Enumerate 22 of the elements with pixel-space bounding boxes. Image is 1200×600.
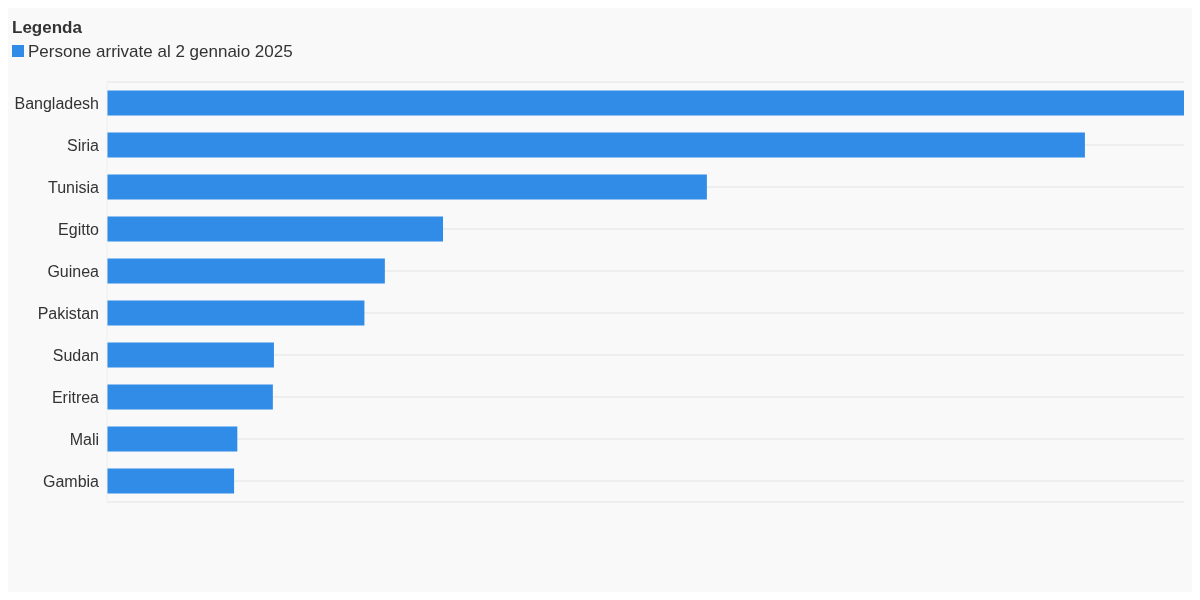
bar: [107, 426, 238, 452]
bar: [107, 342, 274, 368]
bar: [107, 300, 365, 326]
bar: [107, 90, 1184, 116]
y-tick-label: Eritrea: [51, 388, 100, 406]
y-tick-label: Tunisia: [48, 178, 100, 196]
y-tick-label: Gambia: [42, 472, 100, 490]
bar: [107, 258, 385, 284]
y-tick-label: Mali: [69, 430, 99, 448]
bar: [107, 216, 444, 242]
y-tick-label: Guinea: [47, 262, 100, 280]
legend-title: Legenda: [12, 18, 83, 38]
y-tick-label: Sudan: [52, 346, 99, 364]
bar: [107, 468, 235, 494]
bar: [107, 174, 707, 200]
y-tick-label: Pakistan: [37, 304, 99, 322]
legend-label: Persone arrivate al 2 gennaio 2025: [27, 42, 293, 61]
bar: [107, 384, 273, 410]
y-tick-label: Siria: [66, 136, 100, 154]
y-tick-label: Bangladesh: [14, 94, 99, 112]
y-tick-label: Egitto: [58, 220, 100, 238]
bar: [107, 132, 1085, 158]
